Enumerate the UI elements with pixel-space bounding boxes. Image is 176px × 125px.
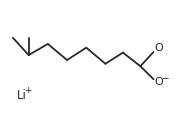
Text: +: + — [24, 86, 32, 95]
Text: Li: Li — [17, 89, 27, 102]
Text: O: O — [154, 43, 163, 53]
Text: O: O — [154, 77, 163, 87]
Text: −: − — [161, 73, 169, 82]
